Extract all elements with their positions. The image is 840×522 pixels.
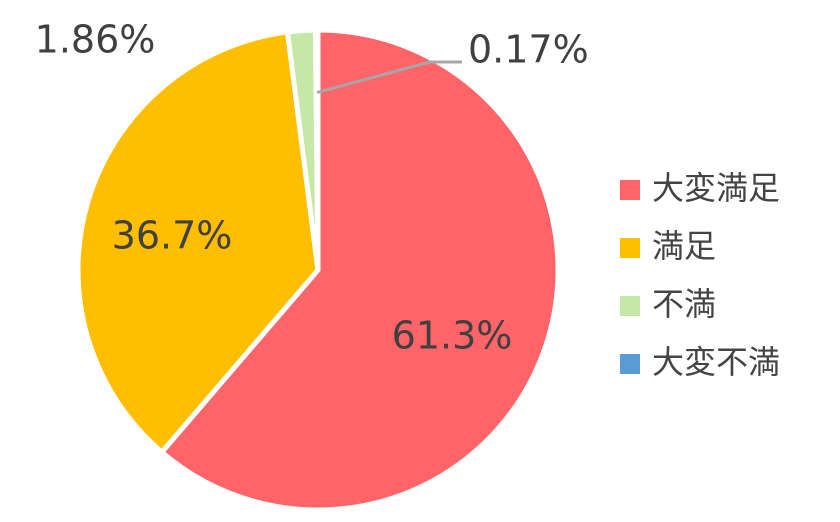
legend-label-3: 不満 [652, 285, 716, 323]
legend-label-4: 大変不満 [652, 343, 780, 381]
legend-swatch-3 [620, 296, 640, 316]
slice-2-data-label: 36.7% [112, 214, 233, 258]
legend-swatch-1 [620, 180, 640, 200]
slice-3-data-label: 1.86% [35, 18, 156, 62]
slice-4-wedge [312, 27, 321, 273]
slice-2-wedge [75, 29, 321, 455]
slice-4-data-label: 0.17% [468, 28, 589, 72]
slice-1-wedge [159, 27, 561, 513]
slice-1-data-label: 61.3% [392, 314, 513, 358]
legend-label-1: 大変満足 [652, 169, 780, 207]
legend-label-2: 満足 [652, 227, 716, 265]
pie-data-labels: 61.3% 36.7% 1.86% 0.17% [35, 18, 589, 358]
slice-4-leader-line [316, 60, 462, 94]
pie-slices [75, 27, 561, 513]
legend-swatch-4 [620, 354, 640, 374]
legend-swatch-2 [620, 238, 640, 258]
